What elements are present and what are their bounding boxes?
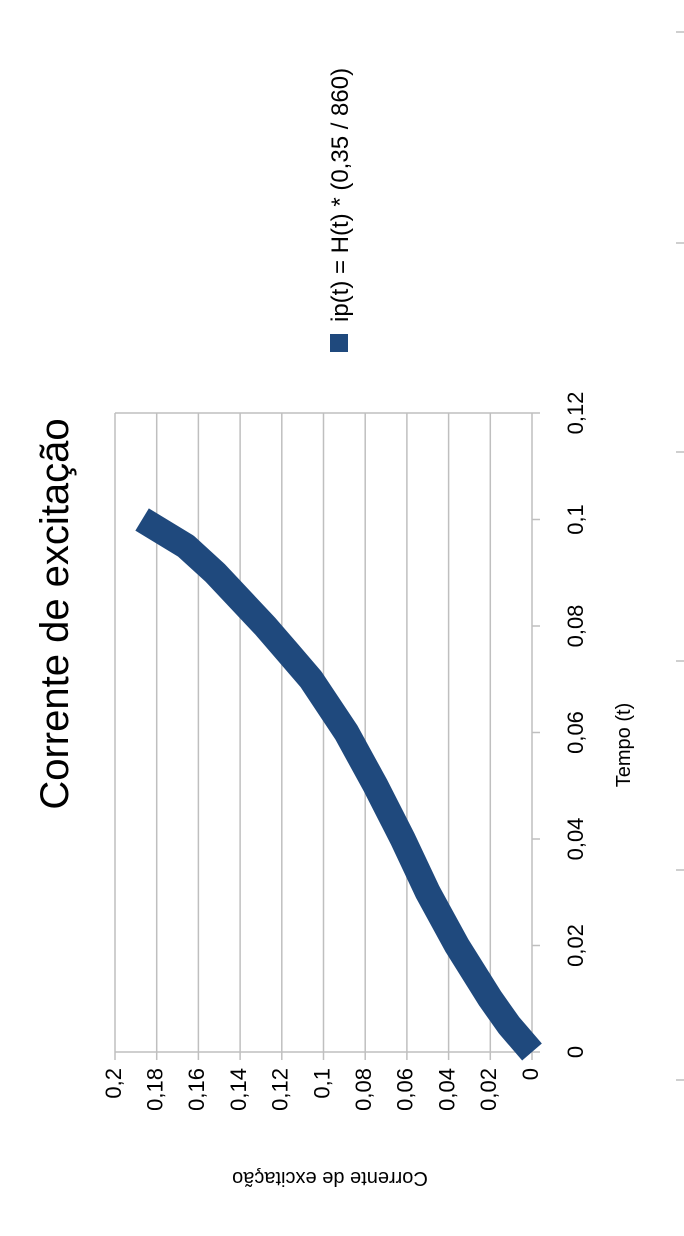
y-tick-label: 0,1 bbox=[309, 1068, 334, 1099]
y-tick-label: 0,02 bbox=[476, 1068, 501, 1111]
y-tick-label: 0,04 bbox=[434, 1068, 459, 1111]
x-tick-label: 0,1 bbox=[563, 504, 588, 535]
y-tick-label: 0,14 bbox=[226, 1068, 251, 1111]
y-axis-title: Corrente de excitação bbox=[232, 1167, 428, 1189]
side-marks bbox=[676, 31, 684, 1081]
legend-swatch bbox=[330, 334, 348, 352]
y-tick-label: 0 bbox=[518, 1068, 543, 1080]
y-tick-label: 0,18 bbox=[143, 1068, 168, 1111]
series-layer bbox=[135, 508, 542, 1061]
legend: ip(t) = H(t) * (0,35 / 860) bbox=[327, 68, 354, 352]
y-tick-label: 0,12 bbox=[268, 1068, 293, 1111]
x-tick-label: 0,02 bbox=[563, 924, 588, 967]
series-line bbox=[135, 508, 542, 1061]
plot-frame bbox=[114, 412, 540, 1060]
legend-label: ip(t) = H(t) * (0,35 / 860) bbox=[327, 68, 354, 322]
chart-title: Corrente de excitação bbox=[33, 418, 77, 809]
y-tick-label: 0,08 bbox=[351, 1068, 376, 1111]
x-tick-labels: 0 0,02 0,04 0,06 0,08 0,1 0,12 bbox=[563, 392, 588, 1059]
y-tick-labels: 0 0,02 0,04 0,06 0,08 0,1 0,12 0,14 0,16 0,18 0,2 bbox=[101, 1068, 543, 1111]
x-tick-label: 0,04 bbox=[563, 818, 588, 861]
x-tick-label: 0,08 bbox=[563, 605, 588, 648]
y-tick-label: 0,06 bbox=[393, 1068, 418, 1111]
gridlines bbox=[114, 413, 492, 1052]
x-tick-label: 0,12 bbox=[563, 392, 588, 435]
x-axis-title: Tempo (t) bbox=[613, 703, 635, 787]
y-tick-label: 0,16 bbox=[184, 1068, 209, 1111]
x-tick-label: 0 bbox=[563, 1046, 588, 1058]
y-tick-label: 0,2 bbox=[101, 1068, 126, 1099]
x-tick-label: 0,06 bbox=[563, 711, 588, 754]
